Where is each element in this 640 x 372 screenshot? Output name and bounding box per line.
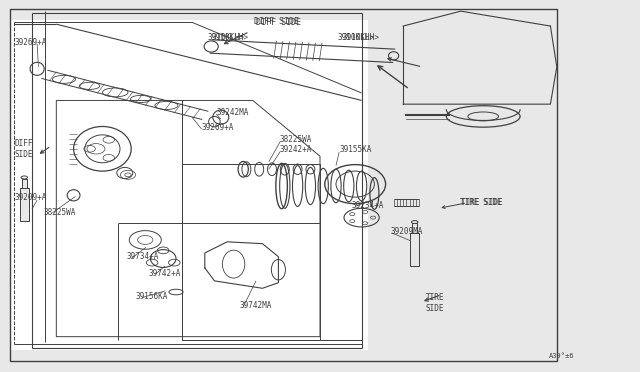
Text: DIFF SIDE: DIFF SIDE [256,18,301,27]
Text: DIFF SIDE: DIFF SIDE [254,17,299,26]
Text: TIRE
SIDE: TIRE SIDE [426,294,444,313]
Text: 39269+A: 39269+A [202,123,234,132]
Text: 39156KA: 39156KA [136,292,168,301]
Text: A39°±6: A39°±6 [549,353,575,359]
Text: 38225WA: 38225WA [44,208,76,217]
Bar [10,9,557,361]
Bar [22,179,27,188]
Text: 39234+A: 39234+A [352,201,385,210]
Text: 3910KLH>: 3910KLH> [338,33,375,42]
Text: 39209MA: 39209MA [390,227,423,236]
Text: 39209+A: 39209+A [14,193,47,202]
Text: 3910KLH>: 3910KLH> [211,33,248,42]
Text: 39742+A: 39742+A [148,269,181,278]
Text: TIRE SIDE: TIRE SIDE [461,198,502,207]
Text: 3910KLH>: 3910KLH> [342,33,380,42]
Text: 39242+A: 39242+A [280,145,312,154]
Bar [20,188,29,221]
Bar [412,223,417,232]
Text: 39242MA: 39242MA [216,108,249,117]
Bar [410,232,419,266]
Text: TIRE SIDE: TIRE SIDE [460,198,501,207]
Text: 39742MA: 39742MA [240,301,273,310]
Text: 39269+A: 39269+A [14,38,47,46]
Text: 39155KA: 39155KA [339,145,372,154]
Text: DIFF
SIDE: DIFF SIDE [14,139,33,158]
Text: 39734+A: 39734+A [127,252,159,261]
Polygon shape [10,20,368,350]
Text: 38225WA: 38225WA [280,135,312,144]
Text: 3910KLH>: 3910KLH> [208,33,245,42]
